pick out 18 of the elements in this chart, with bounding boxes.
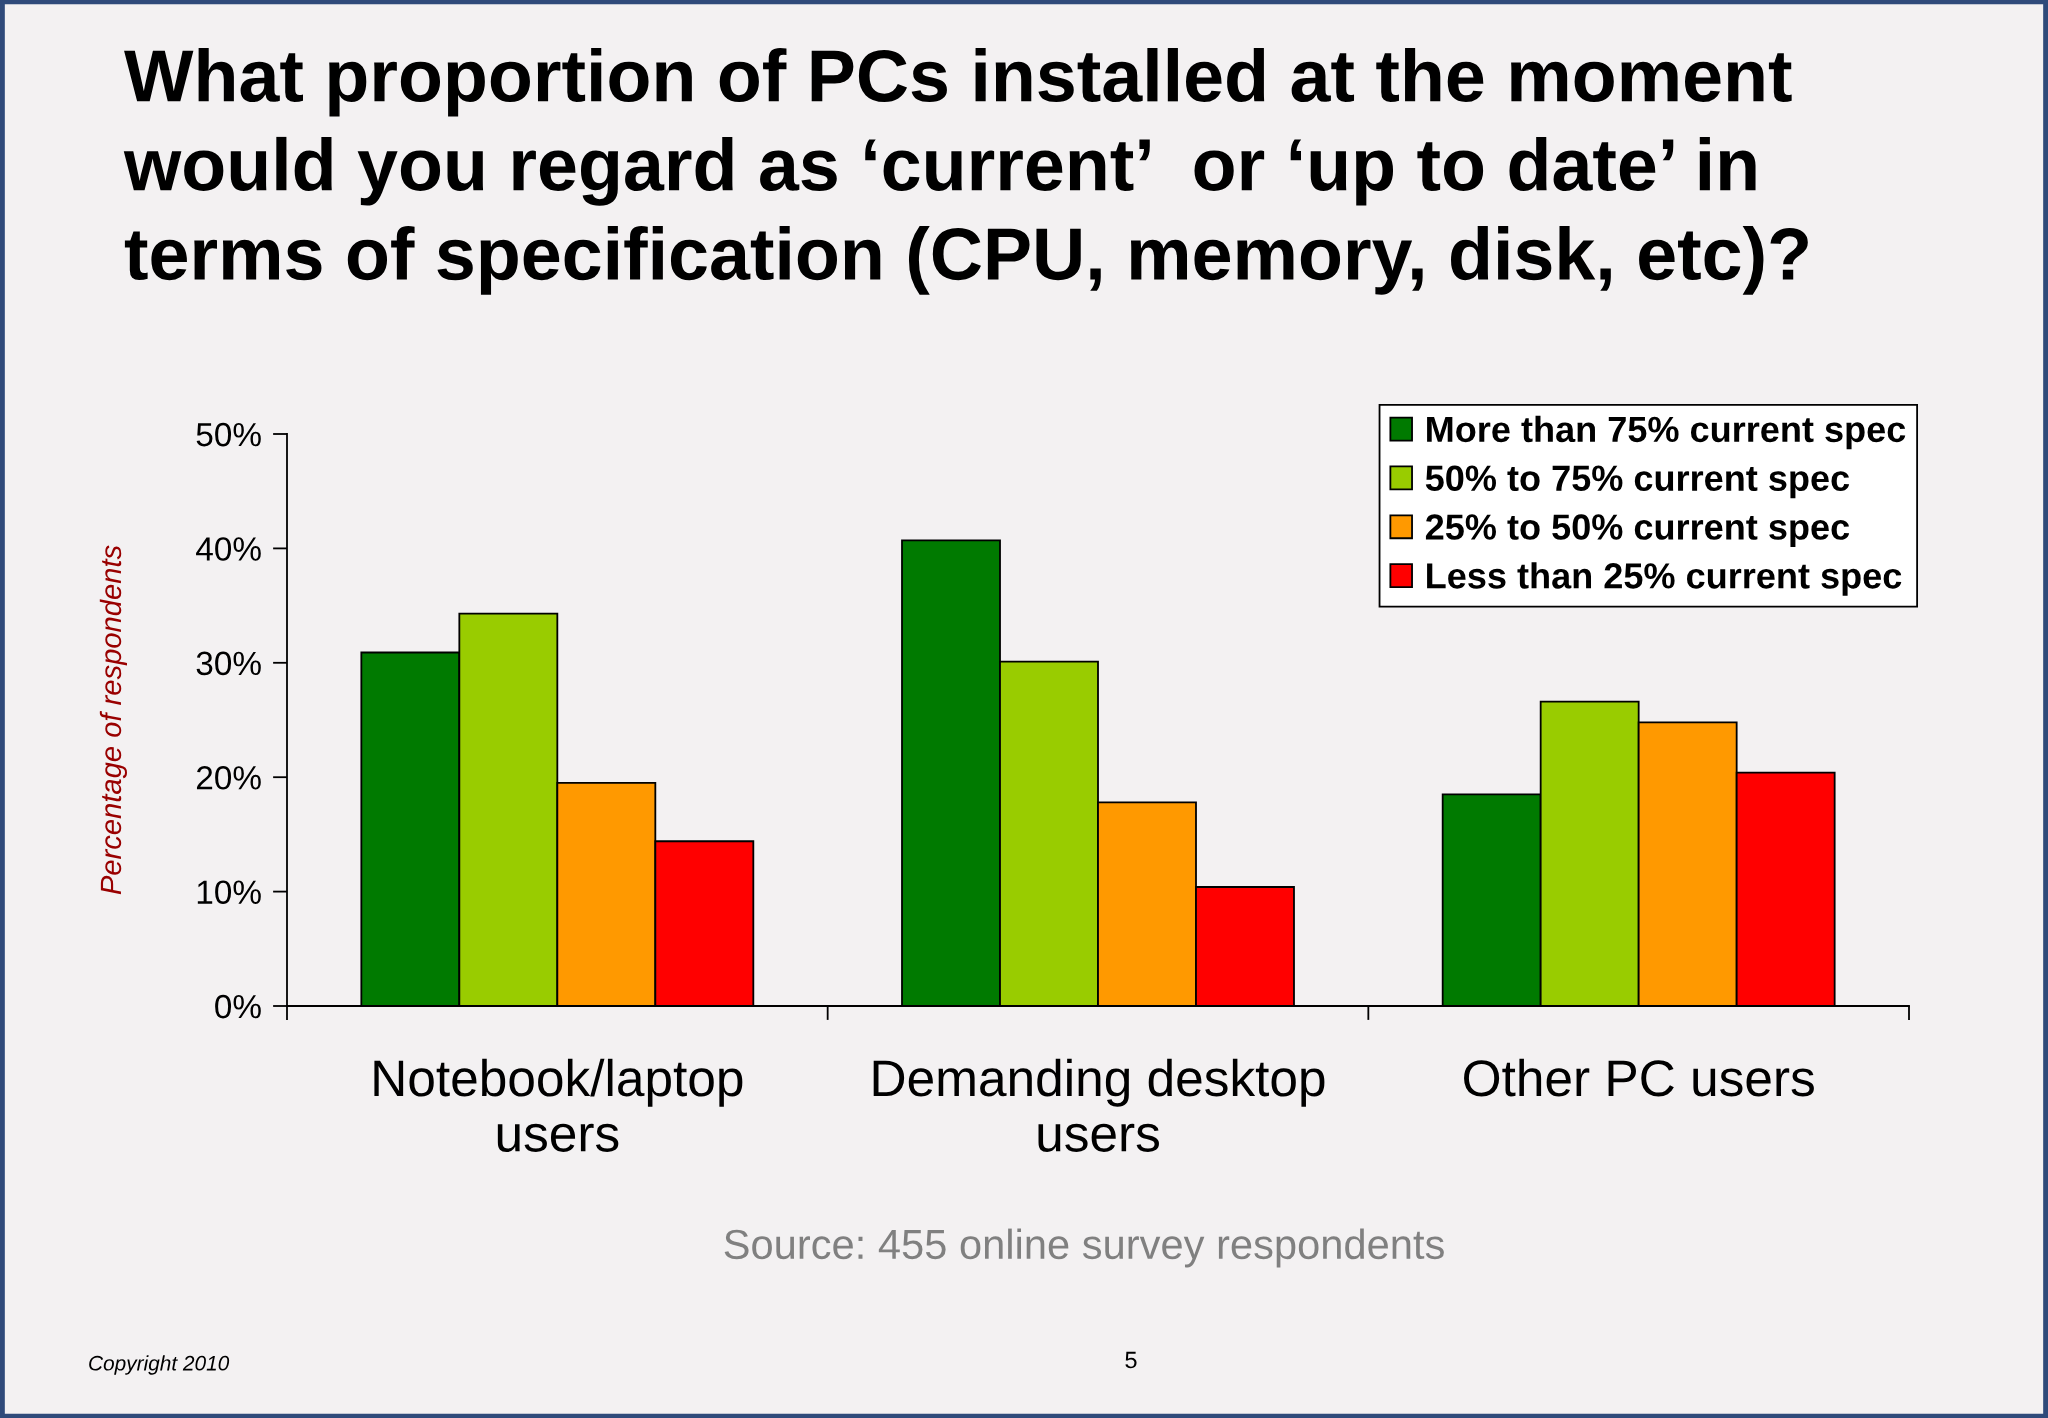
y-tick-label: 30%: [196, 651, 261, 676]
y-tick-label: 0%: [215, 994, 261, 1019]
legend-label: More than 75% current spec: [1427, 415, 1906, 450]
y-tick-label: 40%: [196, 537, 261, 561]
y-axis-title: Percentage of respondents: [99, 545, 127, 895]
legend-label: 25% to 50% current spec: [1425, 514, 1850, 547]
legend-label: Less than 25% current spec: [1427, 562, 1902, 596]
source-note: Source: 455 online survey respondents: [724, 1228, 1444, 1268]
y-tick-label: 10%: [197, 880, 261, 905]
x-tick-label: Other PC users: [1464, 1058, 1814, 1097]
text: 5: [1125, 1351, 1137, 1369]
x-tick-label: Notebook/laptop users: [374, 1058, 743, 1152]
legend-label: 50% to 75% current spec: [1425, 465, 1850, 499]
chart-title: What proportion of PCs installed at the moment would you regard as ‘current’ or ‘up to date’ in terms of specification (CPU, memory, disk, etc)?: [123, 48, 1808, 295]
y-tick-label: 50%: [196, 422, 261, 447]
text: Copyright 2010: [89, 1355, 230, 1375]
x-tick-label: Demanding desktop users: [873, 1058, 1325, 1152]
y-tick-label: 20%: [196, 766, 261, 790]
